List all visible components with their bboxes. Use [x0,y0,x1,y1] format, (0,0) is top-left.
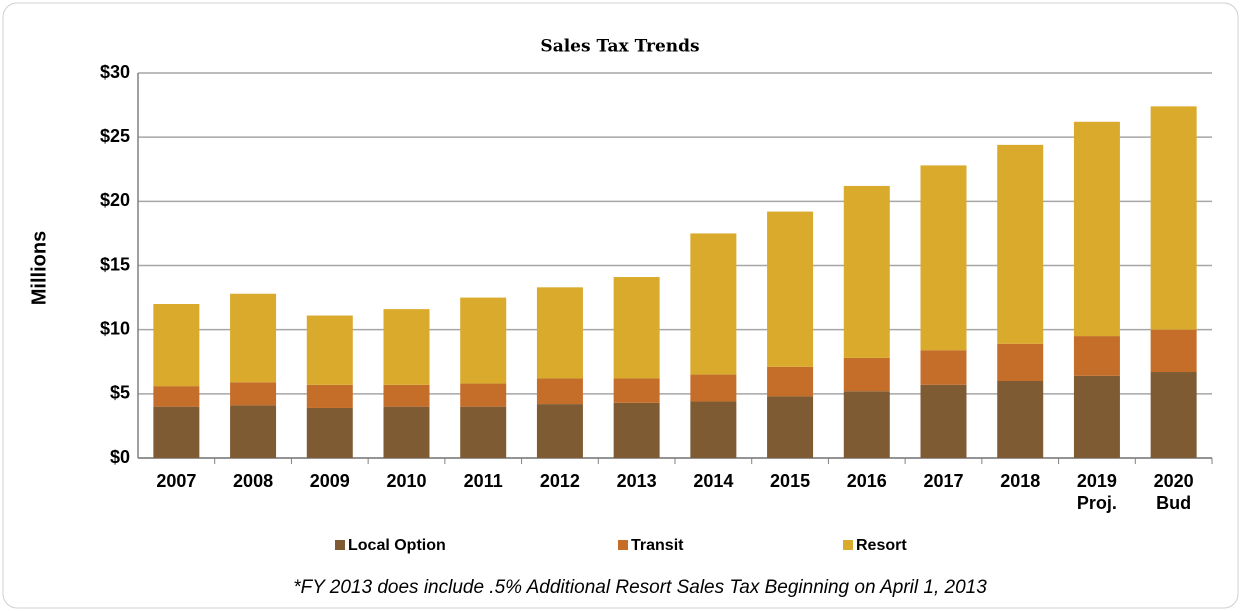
bar-segment [690,233,737,375]
legend-swatch [843,540,853,550]
x-tick-label: 2020 [1154,471,1194,491]
bar-segment [153,386,200,407]
legend-swatch [335,540,345,550]
x-tick-label: 2016 [847,471,887,491]
bar-segment [690,401,737,458]
bar-segment [613,277,660,379]
bar-segment [997,144,1044,344]
bar-segment [536,404,583,458]
chart-title: Sales Tax Trends [540,37,699,57]
bar-segment [383,384,430,407]
x-tick-label: 2013 [617,471,657,491]
legend-label: Resort [856,537,907,554]
bar-segment [536,378,583,405]
legend-label: Transit [631,537,684,554]
bar-segment [1150,329,1197,373]
x-tick-label: 2010 [386,471,426,491]
x-tick-label: 2018 [1000,471,1040,491]
bar-segment [383,406,430,458]
bar-segment [767,211,814,367]
bar-segment [306,407,353,458]
bar-segment [460,406,507,458]
x-tick-label: 2014 [693,471,733,491]
bar-segment [843,357,890,392]
bar-segment [767,366,814,397]
bar-segment [153,406,200,458]
bar-segment [230,382,277,406]
bar-segment [843,391,890,458]
bar-segment [843,185,890,358]
legend-swatch [618,540,628,550]
bar-segment [383,309,430,385]
bar-segment [997,381,1044,458]
bar-segment [1073,336,1120,376]
x-tick-label: 2019 [1077,471,1117,491]
x-tick-label: 2009 [310,471,350,491]
x-tick-label: Proj. [1077,493,1117,513]
y-axis-label: Millions [28,231,50,305]
bar-segment [306,384,353,408]
footnote: *FY 2013 does include .5% Additional Res… [293,577,987,598]
x-tick-label: 2017 [923,471,963,491]
y-tick-label: $5 [110,383,130,403]
x-tick-label: Bud [1156,493,1191,513]
bar-segment [1150,372,1197,458]
x-tick-label: 2015 [770,471,810,491]
bar-segment [153,304,200,387]
y-tick-label: $20 [100,190,130,210]
bar-segment [767,396,814,458]
bar-segment [230,405,277,458]
y-tick-label: $10 [100,318,130,338]
y-tick-label: $30 [100,62,130,82]
x-tick-label: 2008 [233,471,273,491]
bar-segment [997,343,1044,381]
bar-segment [1073,375,1120,458]
bar-segment [536,287,583,379]
y-tick-label: $0 [110,447,130,467]
bar-segment [690,374,737,402]
bar-segment [460,297,507,384]
bar-segment [613,378,660,403]
bar-segment [920,350,967,385]
x-tick-label: 2007 [156,471,196,491]
bar-segment [920,165,967,351]
bar-segment [230,293,277,383]
bar-segment [306,315,353,385]
y-tick-label: $15 [100,254,130,274]
bar-segment [1073,121,1120,337]
x-tick-label: 2012 [540,471,580,491]
y-tick-label: $25 [100,126,130,146]
legend-label: Local Option [348,537,446,554]
bar-segment [613,402,660,458]
x-tick-label: 2011 [464,471,503,491]
bar-segment [1150,106,1197,330]
bar-segment [920,384,967,458]
bar-segment [460,383,507,407]
